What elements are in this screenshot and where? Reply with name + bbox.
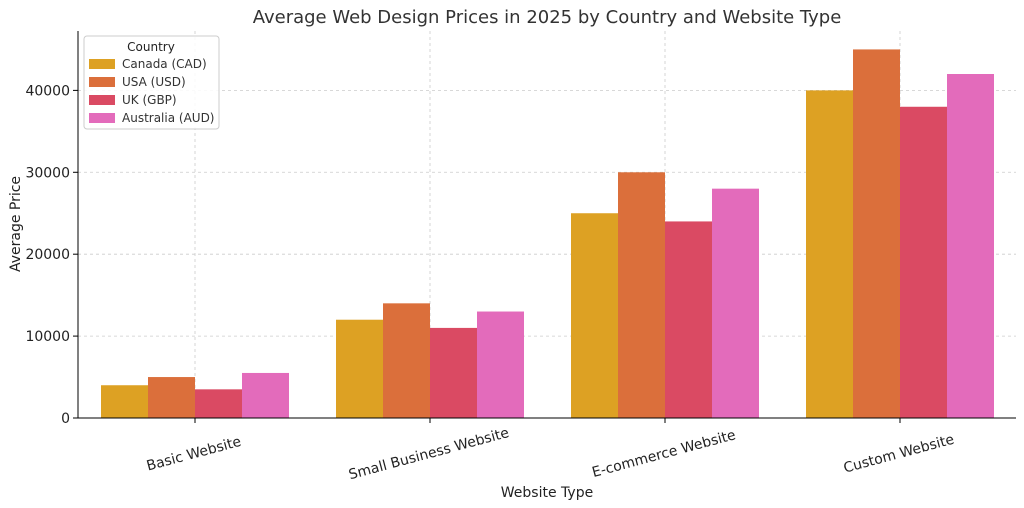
bar	[900, 106, 947, 418]
bar	[571, 213, 618, 418]
x-tick-label: Small Business Website	[347, 425, 511, 483]
y-axis-label: Average Price	[8, 176, 24, 272]
legend-item: Canada (CAD)	[89, 57, 207, 71]
legend-swatch	[89, 113, 115, 123]
x-axis-label: Website Type	[501, 485, 593, 501]
bar	[477, 311, 524, 418]
legend: Country Canada (CAD) USA (USD) UK (GBP) Aus…	[83, 35, 220, 130]
legend-item: Australia (AUD)	[89, 111, 215, 125]
chart-title: Average Web Design Prices in 2025 by Cou…	[253, 7, 842, 28]
legend-swatch	[89, 59, 115, 69]
legend-swatch	[89, 95, 115, 105]
bar	[618, 172, 665, 418]
legend-label: USA (USD)	[122, 75, 186, 89]
bar	[665, 221, 712, 418]
x-ticks: Basic Website Small Business Website E-com…	[145, 418, 956, 483]
bar	[336, 319, 383, 418]
bar	[806, 90, 853, 418]
bar	[853, 49, 900, 419]
y-tick-label: 30000	[25, 165, 70, 181]
axes	[77, 31, 1016, 419]
legend-label: Australia (AUD)	[122, 111, 215, 125]
legend-box	[83, 35, 220, 130]
x-tick-label: E-commerce Website	[590, 427, 737, 481]
bar	[195, 389, 242, 418]
bars-group	[101, 49, 994, 419]
legend-label: Canada (CAD)	[122, 57, 207, 71]
bar	[101, 385, 148, 418]
legend-swatch	[89, 77, 115, 87]
legend-item: UK (GBP)	[89, 93, 177, 107]
y-tick-label: 10000	[25, 329, 70, 345]
x-tick-label: Basic Website	[145, 434, 243, 475]
legend-title: Country	[127, 40, 175, 54]
legend-items: Canada (CAD) USA (USD) UK (GBP) Australia (…	[89, 57, 215, 125]
y-tick-label: 40000	[25, 83, 70, 99]
bar	[712, 188, 759, 418]
bar	[148, 377, 195, 418]
bar	[242, 372, 289, 418]
y-ticks: 0 10000 20000 30000 40000	[25, 83, 78, 427]
bar	[430, 327, 477, 418]
y-tick-label: 0	[61, 411, 70, 427]
legend-label: UK (GBP)	[122, 93, 177, 107]
y-tick-label: 20000	[25, 247, 70, 263]
bar	[383, 303, 430, 418]
legend-item: USA (USD)	[89, 75, 186, 89]
x-tick-label: Custom Website	[842, 432, 956, 477]
bar	[947, 74, 994, 418]
